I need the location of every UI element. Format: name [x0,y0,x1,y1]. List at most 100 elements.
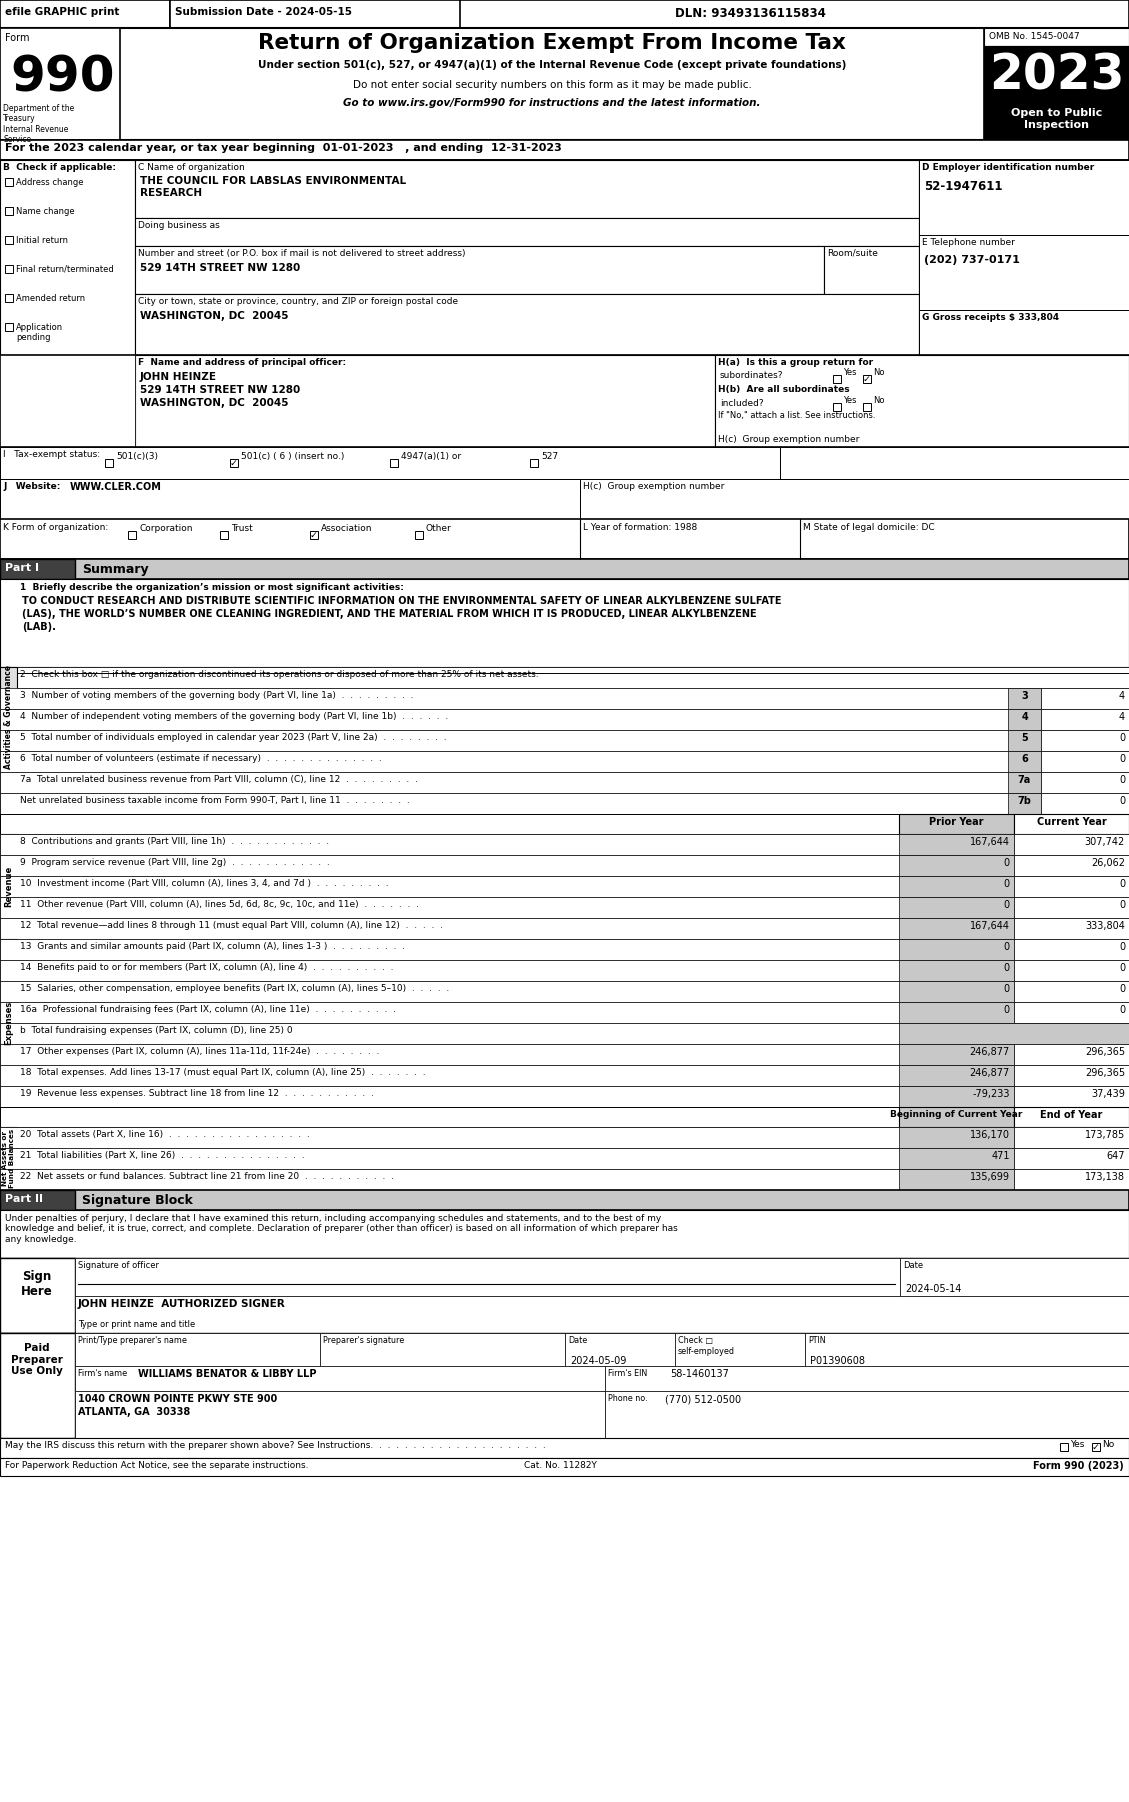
Text: 4: 4 [1119,690,1124,701]
Bar [675,1333,805,1366]
Text: No: No [873,368,884,377]
Bar [1041,708,1129,730]
Bar [1041,771,1129,793]
Bar [1014,815,1129,834]
Bar [0,1258,1129,1333]
Bar [390,460,399,467]
Bar [899,1087,1014,1106]
Text: 0: 0 [1119,733,1124,742]
Bar [0,667,17,834]
Bar [1014,834,1129,854]
Bar [105,460,113,467]
Text: JOHN HEINZE: JOHN HEINZE [140,371,217,382]
Text: WWW.CLER.COM: WWW.CLER.COM [70,481,161,492]
Text: If "No," attach a list. See instructions.: If "No," attach a list. See instructions… [718,411,875,420]
Text: Part II: Part II [5,1195,43,1204]
Text: 15  Salaries, other compensation, employee benefits (Part IX, column (A), lines : 15 Salaries, other compensation, employe… [20,984,449,993]
Bar [899,815,1014,834]
Text: Activities & Governance: Activities & Governance [5,665,14,769]
Text: 529 14TH STREET NW 1280: 529 14TH STREET NW 1280 [140,386,300,395]
Text: Net unrelated business taxable income from Form 990-T, Part I, line 11  .  .  . : Net unrelated business taxable income fr… [20,796,410,805]
Text: 22  Net assets or fund balances. Subtract line 21 from line 20  .  .  .  .  .  .: 22 Net assets or fund balances. Subtract… [20,1171,394,1180]
Bar [899,960,1014,980]
Bar [899,1126,1014,1148]
Bar [0,578,1129,667]
Bar [0,939,1129,960]
Bar [5,236,14,243]
Bar [0,667,1129,688]
Text: Number and street (or P.O. box if mail is not delivered to street address): Number and street (or P.O. box if mail i… [138,249,465,258]
Text: Application
pending: Application pending [16,323,63,342]
Bar [0,688,1129,708]
Text: 8  Contributions and grants (Part VIII, line 1h)  .  .  .  .  .  .  .  .  .  .  : 8 Contributions and grants (Part VIII, l… [20,836,330,845]
Text: PTIN: PTIN [808,1335,825,1344]
Text: Expenses: Expenses [5,1000,14,1045]
Bar [919,160,1129,355]
Text: WASHINGTON, DC  20045: WASHINGTON, DC 20045 [140,312,289,321]
Bar [135,355,715,447]
Text: (770) 512-0500: (770) 512-0500 [665,1395,741,1404]
Text: 0: 0 [1119,879,1124,888]
Bar [0,160,135,355]
Bar [1041,751,1129,771]
Bar [0,519,1129,559]
Bar [530,460,539,467]
Bar [0,160,1129,355]
Text: F  Name and address of principal officer:: F Name and address of principal officer: [138,359,347,368]
Text: Part I: Part I [5,562,40,573]
Bar [0,876,1129,897]
Bar [75,1258,1129,1333]
Text: Under section 501(c), 527, or 4947(a)(1) of the Internal Revenue Code (except pr: Under section 501(c), 527, or 4947(a)(1)… [257,59,847,70]
Bar [0,355,1129,447]
Bar [0,1002,1129,1024]
Bar [0,1126,1129,1148]
Text: H(c)  Group exemption number: H(c) Group exemption number [583,481,725,490]
Text: 246,877: 246,877 [970,1047,1010,1058]
Bar [0,1333,1129,1438]
Text: 20  Total assets (Part X, line 16)  .  .  .  .  .  .  .  .  .  .  .  .  .  .  . : 20 Total assets (Part X, line 16) . . . … [20,1130,309,1139]
Bar [5,323,14,332]
Text: Submission Date - 2024-05-15: Submission Date - 2024-05-15 [175,7,352,16]
Bar [0,0,1129,29]
Text: 6  Total number of volunteers (estimate if necessary)  .  .  .  .  .  .  .  .  .: 6 Total number of volunteers (estimate i… [20,753,382,762]
Text: 17  Other expenses (Part IX, column (A), lines 11a-11d, 11f-24e)  .  .  .  .  . : 17 Other expenses (Part IX, column (A), … [20,1047,379,1056]
Bar [715,355,1129,447]
Bar [899,1024,1129,1043]
Text: RESEARCH: RESEARCH [140,187,202,198]
Bar [824,247,919,294]
Bar [1041,793,1129,815]
Text: Corporation: Corporation [139,524,193,533]
Text: Address change: Address change [16,178,84,187]
Bar [1092,1443,1100,1451]
Bar [899,834,1014,854]
Bar [220,532,228,539]
Bar [984,47,1129,105]
Bar [0,1169,1129,1189]
Text: 0: 0 [1119,1006,1124,1015]
Text: 167,644: 167,644 [970,836,1010,847]
Text: Amended return: Amended return [16,294,85,303]
Text: Open to Public
Inspection: Open to Public Inspection [1010,108,1102,130]
Bar [899,876,1014,897]
Bar [919,234,1129,310]
Text: 0: 0 [1004,899,1010,910]
Bar [0,708,1129,730]
Bar [984,105,1129,141]
Text: 3  Number of voting members of the governing body (Part VI, line 1a)  .  .  .  .: 3 Number of voting members of the govern… [20,690,413,699]
Bar [1014,897,1129,917]
Bar [75,1296,1129,1333]
Text: Firm's EIN: Firm's EIN [609,1370,647,1379]
Text: 26,062: 26,062 [1091,858,1124,869]
Text: Cat. No. 11282Y: Cat. No. 11282Y [524,1461,596,1470]
Text: included?: included? [720,398,763,407]
Text: Doing business as: Doing business as [138,222,220,231]
Text: Prior Year: Prior Year [929,816,983,827]
Text: 58-1460137: 58-1460137 [669,1370,729,1379]
Text: Yes: Yes [1070,1440,1084,1449]
Text: 529 14TH STREET NW 1280: 529 14TH STREET NW 1280 [140,263,300,272]
Bar [5,178,14,186]
Bar [0,447,780,479]
Text: 5: 5 [1021,733,1027,742]
Bar [0,0,170,29]
Bar [1014,876,1129,897]
